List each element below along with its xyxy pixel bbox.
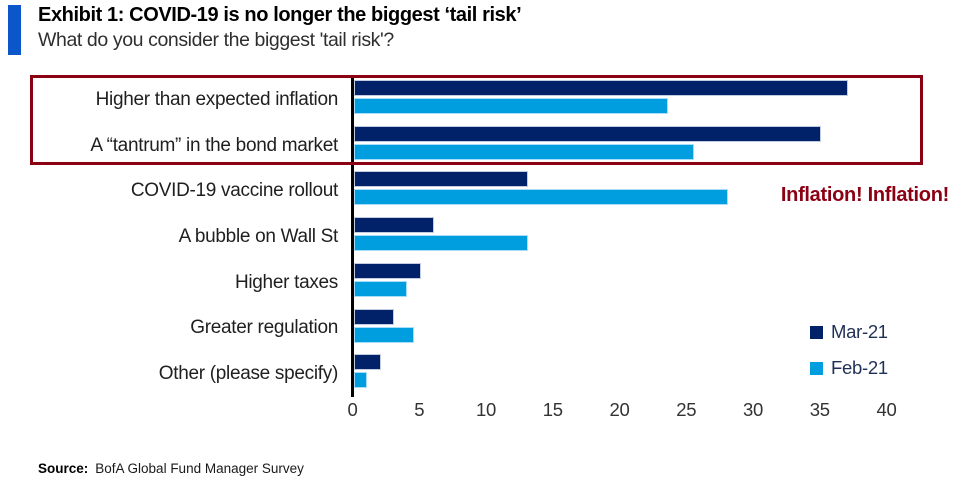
category-label: Higher than expected inflation xyxy=(95,88,339,110)
legend-item-mar-21: Mar-21 xyxy=(810,321,888,343)
bar-mar-21 xyxy=(354,354,381,371)
title-accent-bar xyxy=(8,5,21,55)
chart-question-subtitle: What do you consider the biggest 'tail r… xyxy=(38,29,394,51)
bar-feb-21 xyxy=(354,326,415,343)
bar-feb-21 xyxy=(354,189,728,206)
x-axis-tick-label: 35 xyxy=(809,399,830,420)
bar-mar-21 xyxy=(354,217,435,234)
category-label: COVID-19 vaccine rollout xyxy=(130,180,338,202)
annotation-text: Inflation! Inflation! xyxy=(780,184,949,206)
x-axis-tick-label: 5 xyxy=(414,399,425,420)
y-axis-line xyxy=(351,76,354,397)
bar-mar-21 xyxy=(354,171,528,188)
bar-mar-21 xyxy=(354,125,822,142)
x-axis-tick-label: 20 xyxy=(609,399,630,420)
x-axis-tick-label: 40 xyxy=(876,399,897,420)
bar-mar-21 xyxy=(354,80,848,96)
source-line: Source: BofA Global Fund Manager Survey xyxy=(38,461,304,476)
legend-item-feb-21: Feb-21 xyxy=(810,357,888,379)
category-label: Other (please specify) xyxy=(158,363,339,385)
source-text: BofA Global Fund Manager Survey xyxy=(95,461,304,476)
category-label: Greater regulation xyxy=(190,317,338,339)
bar-feb-21 xyxy=(354,98,668,114)
legend-label: Mar-21 xyxy=(831,321,888,342)
category-label: Higher taxes xyxy=(234,271,338,293)
source-label: Source: xyxy=(38,461,89,476)
legend-label: Feb-21 xyxy=(831,357,888,378)
bar-mar-21 xyxy=(354,308,395,325)
bar-feb-21 xyxy=(354,372,368,389)
legend-swatch xyxy=(810,325,823,339)
category-label: A bubble on Wall St xyxy=(178,225,339,247)
bar-feb-21 xyxy=(354,235,528,252)
legend: Mar-21 Feb-21 xyxy=(810,321,888,393)
legend-swatch xyxy=(810,361,823,375)
exhibit-title: Exhibit 1: COVID-19 is no longer the big… xyxy=(38,4,522,26)
x-axis-tick-label: 10 xyxy=(476,399,496,420)
bar-mar-21 xyxy=(354,262,421,279)
x-axis-tick-label: 0 xyxy=(347,399,358,420)
x-axis-tick-label: 30 xyxy=(743,399,763,420)
x-axis-tick-label: 15 xyxy=(542,399,563,420)
x-axis-tick-label: 25 xyxy=(676,399,697,420)
category-label: A “tantrum” in the bond market xyxy=(90,134,338,156)
bar-feb-21 xyxy=(354,143,695,160)
bar-feb-21 xyxy=(354,280,408,297)
